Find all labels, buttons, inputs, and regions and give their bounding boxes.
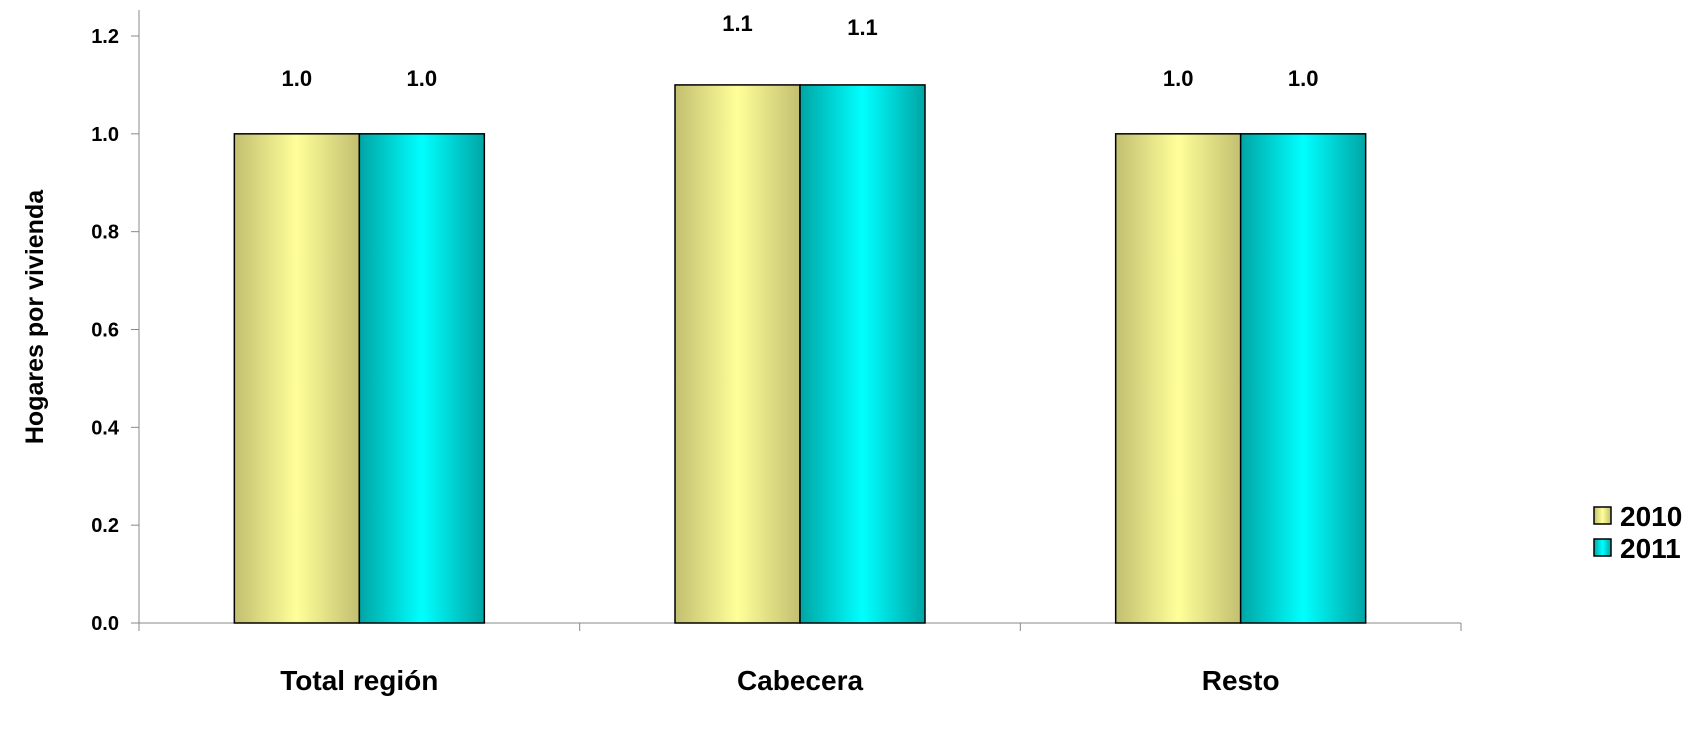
data-label: 1.0	[1288, 66, 1319, 91]
data-label: 1.1	[847, 15, 878, 40]
legend-swatch-2010	[1593, 506, 1612, 525]
bar-2011	[799, 84, 926, 624]
data-label: 1.0	[1163, 66, 1194, 91]
category-label: Total región	[280, 665, 438, 696]
legend-label: 2010	[1620, 501, 1682, 532]
y-tick-label: 1.2	[91, 26, 119, 48]
axes: 0.0 0.2 0.4 0.6 0.8 1.0 1.2 Total región Cabecer…	[91, 10, 1462, 696]
category-label: Cabecera	[737, 665, 864, 696]
bar-2010	[674, 84, 801, 624]
y-tick-label: 0.6	[91, 320, 119, 342]
y-tick-label: 1.0	[91, 124, 119, 146]
legend-label: 2011	[1620, 533, 1681, 564]
category-label: Resto	[1202, 665, 1280, 696]
legend-swatch-2011	[1593, 538, 1612, 557]
bar-2010	[233, 133, 361, 624]
data-labels: 1.0 1.0 1.1 1.1 1.0 1.0	[282, 11, 1319, 91]
bar-2011	[358, 133, 486, 624]
y-tick-label: 0.4	[91, 417, 120, 439]
data-label: 1.0	[282, 66, 313, 91]
bar-2010	[1114, 133, 1242, 624]
y-tick-label: 0.8	[91, 222, 119, 244]
data-label: 1.1	[722, 11, 753, 36]
bar-2011	[1239, 133, 1367, 624]
data-label: 1.0	[407, 66, 438, 91]
y-tick-label: 0.2	[91, 515, 119, 537]
bars	[233, 84, 1367, 624]
y-tick-label: 0.0	[91, 613, 119, 635]
y-axis-title: Hogares por vivienda	[21, 189, 49, 444]
